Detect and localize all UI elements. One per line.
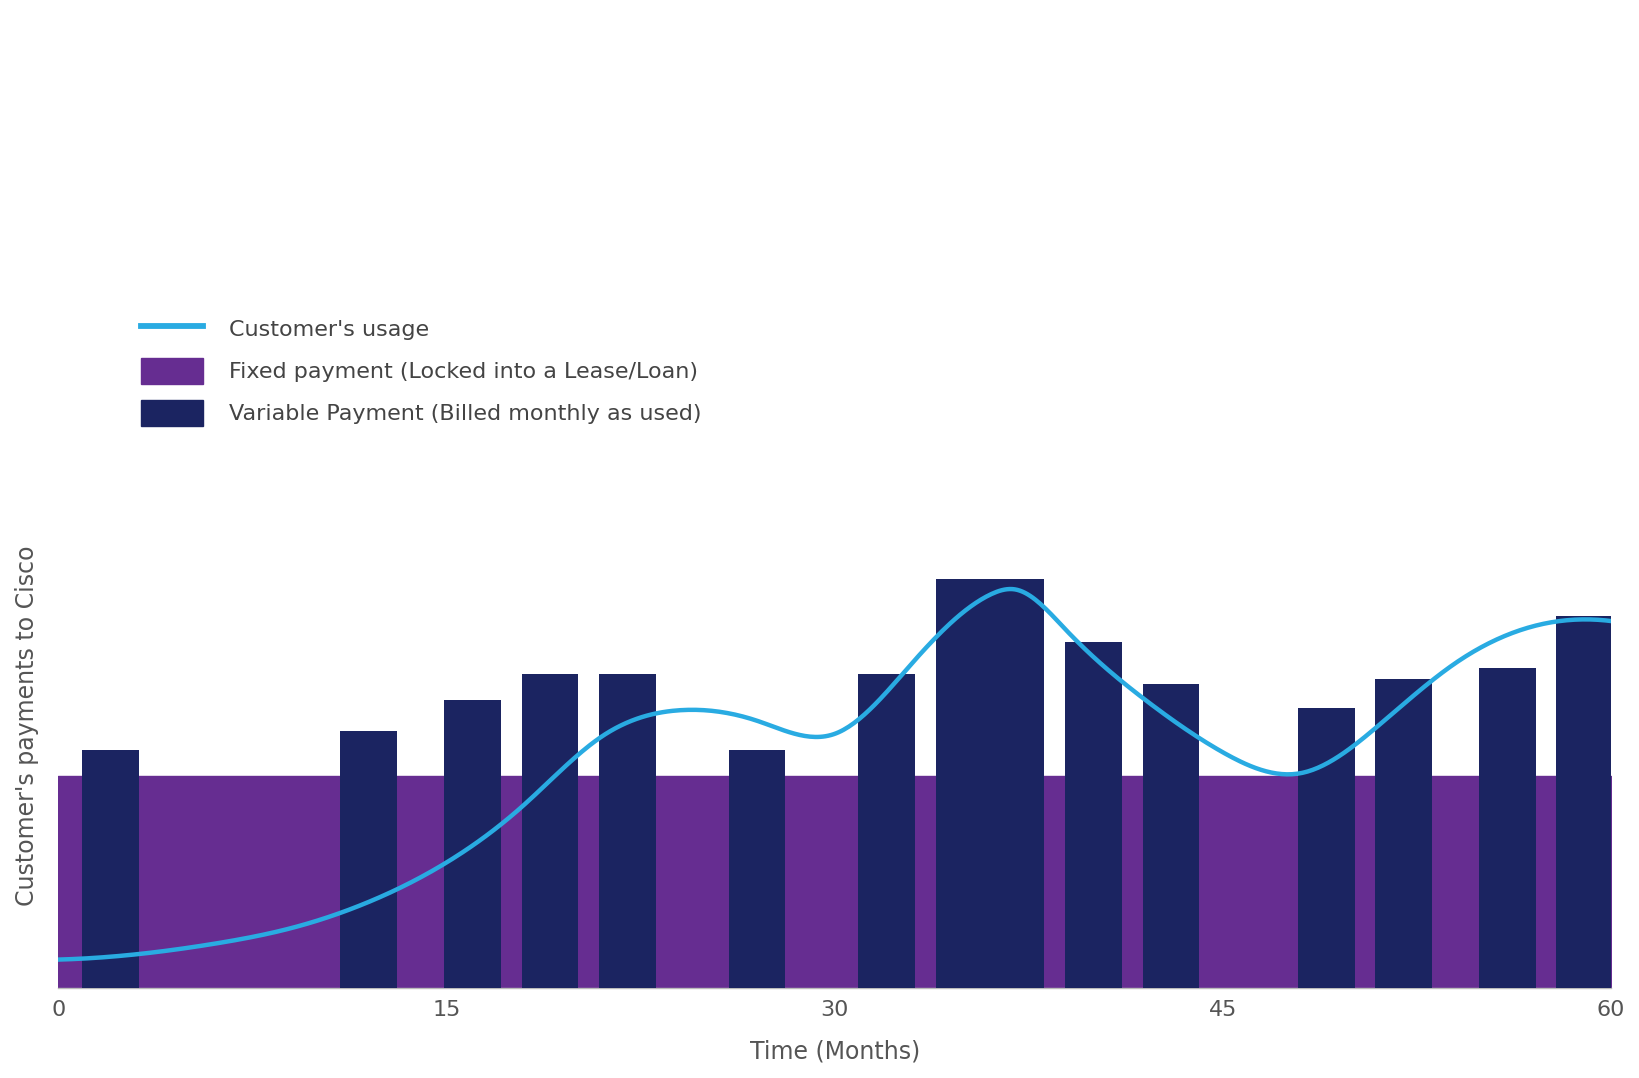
Bar: [1478, 668, 1534, 989]
Bar: [1296, 707, 1354, 989]
Bar: [857, 674, 915, 989]
Bar: [1064, 642, 1121, 989]
Bar: [521, 674, 579, 989]
Bar: [341, 731, 397, 989]
Bar: [82, 749, 139, 989]
Bar: [1555, 616, 1613, 989]
Y-axis label: Customer's payments to Cisco: Customer's payments to Cisco: [15, 545, 39, 907]
Bar: [728, 749, 785, 989]
Legend: Customer's usage, Fixed payment (Locked into a Lease/Loan), Variable Payment (Bi: Customer's usage, Fixed payment (Locked …: [131, 307, 710, 434]
Bar: [987, 579, 1044, 989]
Bar: [1142, 685, 1198, 989]
X-axis label: Time (Months): Time (Months): [749, 1039, 919, 1063]
Bar: [1375, 679, 1431, 989]
Bar: [598, 674, 656, 989]
Bar: [444, 700, 500, 989]
Bar: [934, 579, 992, 989]
